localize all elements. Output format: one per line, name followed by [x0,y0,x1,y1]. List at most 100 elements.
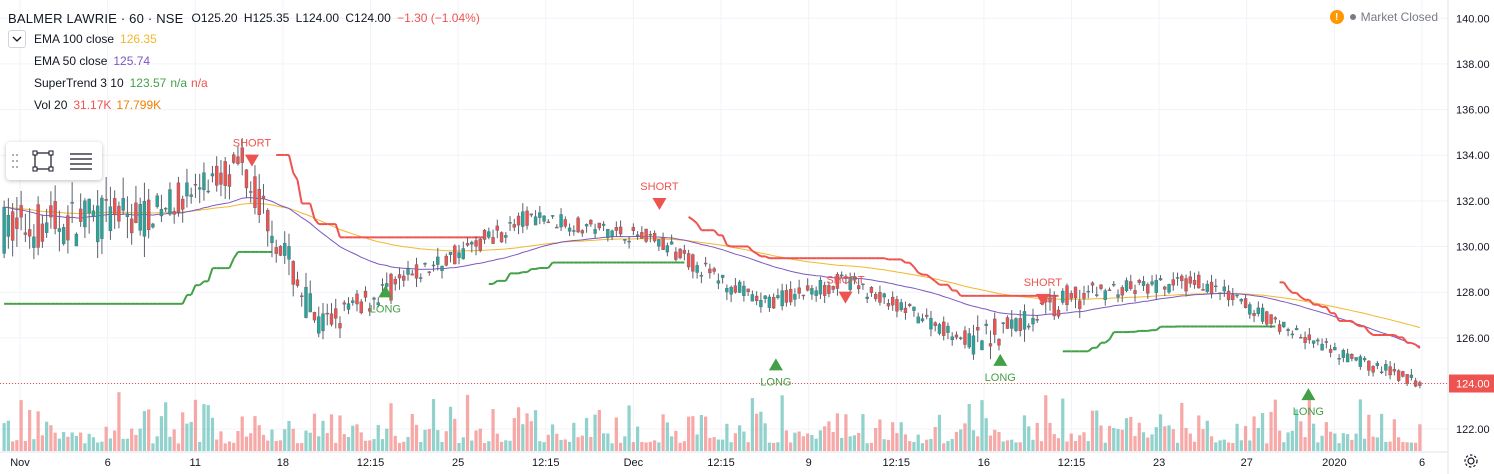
candle-body [270,235,274,244]
volume-bar [376,425,380,451]
candle-body [1252,312,1256,316]
volume-bar [300,443,304,451]
supertrend-segment [1363,325,1370,333]
gear-icon[interactable] [1462,452,1480,470]
volume-bar [440,442,444,451]
volume-bar [1197,415,1201,451]
supertrend-segment [518,271,524,275]
candle-body [946,325,950,333]
volume-bar [210,417,215,451]
indicator-ema50[interactable]: EMA 50 close 125.74 [8,50,483,72]
candle-body [703,262,708,265]
market-status[interactable]: ! Market Closed [1329,10,1438,24]
candle-body [529,213,533,216]
indicator-volume[interactable]: Vol 20 31.17K 17.799K [8,94,483,116]
volume-bar [1175,442,1180,451]
candle-body [669,241,674,245]
y-tick-label: 134.00 [1456,150,1490,162]
volume-bar [83,443,87,451]
volume-bar [1260,413,1265,451]
indicator-ema100[interactable]: EMA 100 close 126.35 [8,28,483,50]
lines-tool-button[interactable] [66,146,96,176]
volume-bar [988,435,993,451]
candle-body [805,285,810,291]
volume-bar [1022,415,1027,451]
volume-bar [1401,442,1405,451]
indicator-value-2: 17.799K [116,98,162,112]
volume-bar [219,431,223,451]
volume-bar [699,415,703,451]
rectangle-tool-button[interactable] [28,146,58,176]
volume-bar [1073,441,1078,451]
volume-bar [1052,434,1056,451]
drag-handle-icon[interactable] [10,152,20,170]
candle-body [559,214,563,228]
supertrend-segment [504,272,511,282]
candle-body [368,308,372,312]
symbol-title[interactable]: BALMER LAWRIE · 60 · NSE [8,10,184,26]
supertrend-segment [1333,312,1340,322]
candle-body [57,228,62,232]
candle-body [342,302,346,305]
warning-icon[interactable]: ! [1329,10,1344,24]
volume-bar [1039,441,1044,451]
candle-body [1129,281,1133,289]
candle-body [1005,317,1010,329]
volume-bar [1201,429,1205,451]
candle-body [1307,334,1312,341]
x-tick-label: 9 [806,457,812,469]
candle-body [495,225,499,231]
volume-bar [380,439,385,451]
candle-body [78,208,83,222]
volume-bar [36,411,40,451]
supertrend-segment [190,284,197,296]
candle-body [538,212,542,218]
last-price-label: 124.00 [1456,379,1490,391]
volume-bar [525,413,529,451]
candle-body [657,239,661,247]
candle-body [1082,293,1086,299]
candle-body [993,318,997,335]
volume-bar [610,443,614,451]
candle-body [1303,337,1307,343]
candle-body [1375,363,1380,366]
indicator-name: EMA 100 close [34,32,115,46]
supertrend-segment [688,216,694,221]
volume-bar [738,425,742,451]
candle-body [223,161,227,186]
volume-bar [912,441,916,451]
candle-body [674,251,678,260]
volume-bars [2,392,1422,451]
volume-bar [878,419,882,451]
candle-body [1350,354,1354,359]
volume-bar [257,425,261,451]
candle-body [1069,293,1073,299]
candle-body [351,300,355,303]
volume-bar [470,440,474,451]
candle-body [567,227,572,232]
candle-body [172,211,176,215]
volume-bar [661,414,665,451]
volume-bar [848,436,852,451]
volume-bar [1133,436,1137,451]
candle-body [453,245,457,265]
candle-body [117,205,121,222]
volume-bar [487,441,491,451]
candle-body [1018,318,1022,331]
candle-body [138,203,142,231]
candle-body [525,210,529,226]
long-signal-label: LONG [1293,406,1324,418]
volume-bar [784,430,789,451]
volume-bar [431,399,436,451]
volume-bar [640,441,644,451]
candle-body [1146,284,1150,294]
indicator-supertrend[interactable]: SuperTrend 3 10 123.57 n/a n/a [8,72,483,94]
volume-bar [338,415,342,451]
volume-bar [1082,432,1086,451]
supertrend-segment [1355,323,1361,328]
volume-bar [674,430,678,451]
open-value: O125.20 [191,11,238,25]
collapse-legend-button[interactable] [8,30,26,48]
volume-bar [181,412,185,451]
